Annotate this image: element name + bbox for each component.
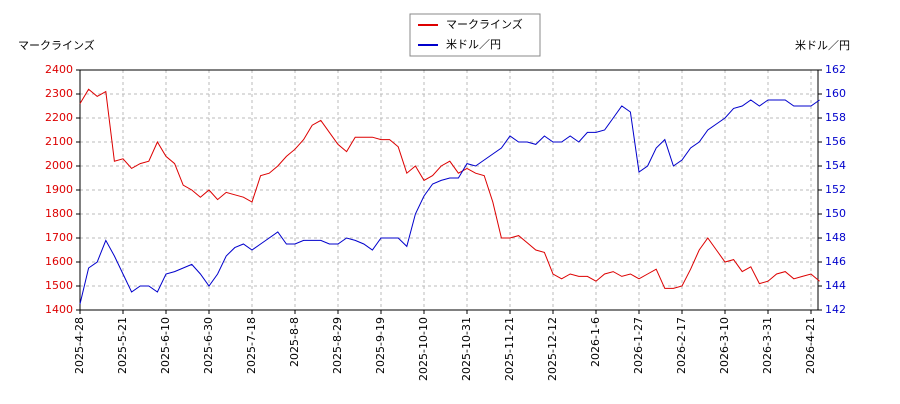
x-tick-label: 2025-5-21: [116, 317, 129, 374]
x-tick-label: 2026-1-6: [589, 317, 602, 367]
x-tick-label: 2025-6-30: [202, 317, 215, 374]
y2-tick-label: 154: [825, 159, 846, 172]
x-tick-label: 2025-8-29: [331, 317, 344, 374]
y2-tick-label: 158: [825, 111, 846, 124]
x-tick-label: 2026-3-10: [718, 317, 731, 374]
y2-tick-label: 150: [825, 207, 846, 220]
legend-label: マークラインズ: [446, 17, 523, 31]
x-tick-label: 2025-7-18: [245, 317, 258, 374]
x-tick-label: 2026-3-31: [761, 317, 774, 374]
x-tick-label: 2025-12-12: [546, 317, 559, 381]
y-tick-label: 2000: [45, 159, 73, 172]
y-tick-label: 2200: [45, 111, 73, 124]
y2-tick-label: 162: [825, 63, 846, 76]
y-tick-label: 2300: [45, 87, 73, 100]
y-tick-label: 1900: [45, 183, 73, 196]
series-line: [79, 99, 820, 305]
y2-tick-label: 160: [825, 87, 846, 100]
y-tick-label: 2100: [45, 135, 73, 148]
x-tick-label: 2026-2-17: [675, 317, 688, 374]
y-tick-label: 1600: [45, 255, 73, 268]
y-tick-label: 1700: [45, 231, 73, 244]
y2-tick-label: 148: [825, 231, 846, 244]
y2-tick-label: 144: [825, 279, 846, 292]
legend: [409, 13, 541, 57]
x-tick-label: 2025-10-10: [417, 317, 430, 381]
y-axis-label: マークラインズ: [18, 38, 95, 52]
x-tick-label: 2025-11-21: [503, 317, 516, 381]
series-line: [79, 88, 820, 289]
x-tick-label: 2025-10-31: [460, 317, 473, 381]
x-tick-label: 2026-1-27: [632, 317, 645, 374]
y2-axis-label: 米ドル／円: [795, 39, 850, 52]
y2-tick-label: 156: [825, 135, 846, 148]
y2-tick-label: 152: [825, 183, 846, 196]
x-tick-label: 2025-6-10: [159, 317, 172, 374]
y-tick-label: 1400: [45, 303, 73, 316]
y-tick-label: 1800: [45, 207, 73, 220]
plot-frame: [79, 69, 819, 311]
y2-tick-label: 146: [825, 255, 846, 268]
x-tick-label: 2025-4-28: [73, 317, 86, 374]
x-tick-label: 2026-4-21: [804, 317, 817, 374]
x-tick-label: 2025-8-8: [288, 317, 301, 367]
y-tick-label: 2400: [45, 63, 73, 76]
y-tick-label: 1500: [45, 279, 73, 292]
x-tick-label: 2025-9-19: [374, 317, 387, 374]
legend-label: 米ドル／円: [446, 38, 501, 51]
y2-tick-label: 142: [825, 303, 846, 316]
